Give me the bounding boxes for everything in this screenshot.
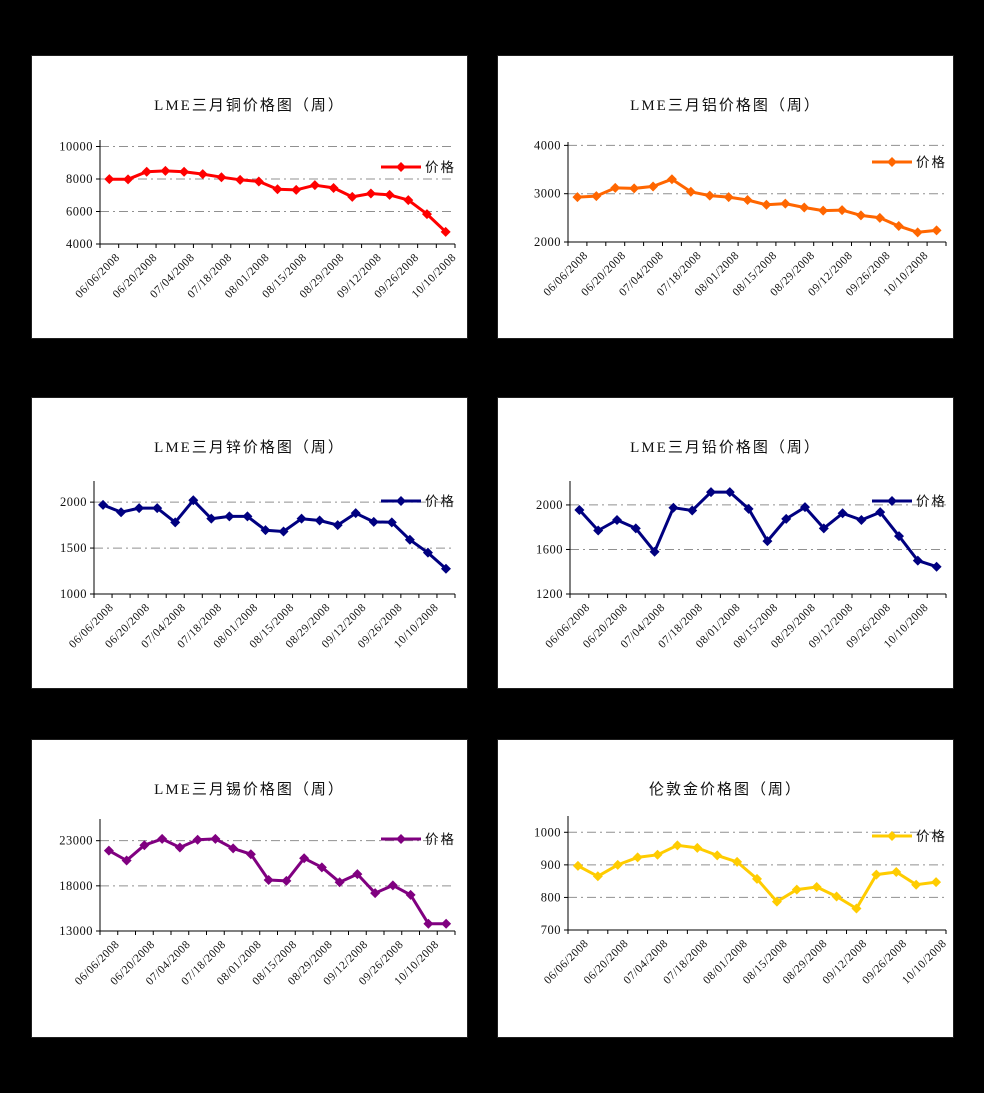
svg-text:10000: 10000 bbox=[59, 140, 93, 154]
copper-chart-canvas: 4000 6000 8000 10000 06/06/200806/20/200807/… bbox=[59, 140, 459, 301]
legend-marker-icon bbox=[887, 496, 897, 506]
legend-label: 价格 bbox=[425, 160, 456, 175]
svg-text:700: 700 bbox=[541, 923, 561, 937]
x-axis-ticks bbox=[567, 242, 947, 246]
chart-title-zinc: LME三月锌价格图（周） bbox=[154, 440, 345, 456]
y-axis-labels: 2000 3000 4000 bbox=[534, 138, 568, 249]
series-line bbox=[107, 169, 448, 234]
chart-title-lead: LME三月铅价格图（周） bbox=[630, 440, 821, 456]
legend: 价格 bbox=[381, 160, 456, 175]
legend-marker-icon bbox=[396, 834, 406, 844]
chart-panel-copper: LME三月铜价格图（周） 4000 6000 8000 10000 06/06/2008… bbox=[31, 55, 468, 339]
legend: 价格 bbox=[872, 155, 947, 170]
legend: 价格 bbox=[381, 494, 456, 509]
legend-label: 价格 bbox=[916, 155, 947, 170]
svg-text:2000: 2000 bbox=[534, 235, 561, 249]
gridlines bbox=[568, 831, 946, 898]
chart-panel-gold: 伦敦金价格图（周） 700 800 900 1000 06/06/2008 06/20/2… bbox=[497, 739, 954, 1038]
svg-text:900: 900 bbox=[541, 858, 561, 872]
legend-label: 价格 bbox=[425, 832, 456, 847]
axes bbox=[569, 481, 946, 595]
svg-text:18000: 18000 bbox=[59, 879, 93, 893]
x-axis-ticks bbox=[99, 931, 456, 935]
x-axis-ticks bbox=[93, 594, 456, 598]
svg-text:6000: 6000 bbox=[66, 205, 93, 219]
chart-panel-aluminum: LME三月铝价格图（周） 2000 3000 4000 06/06/2008 06/20… bbox=[497, 55, 954, 339]
svg-text:13000: 13000 bbox=[59, 924, 93, 938]
gridlines bbox=[100, 146, 455, 212]
legend-marker-icon bbox=[396, 496, 406, 506]
x-axis-labels: 06/06/200806/20/200807/04/200807/18/2008… bbox=[542, 938, 949, 987]
svg-text:1500: 1500 bbox=[60, 541, 87, 555]
svg-text:2000: 2000 bbox=[536, 498, 563, 512]
axes bbox=[567, 816, 946, 931]
series-markers bbox=[103, 833, 452, 929]
x-axis-labels: 06/06/200806/20/200807/04/200807/18/2008… bbox=[67, 602, 441, 651]
x-axis-ticks bbox=[99, 244, 456, 248]
axes bbox=[567, 142, 946, 243]
svg-text:4000: 4000 bbox=[534, 138, 561, 152]
chart-title-aluminum: LME三月铝价格图（周） bbox=[630, 98, 821, 114]
legend-marker-icon bbox=[887, 157, 897, 167]
chart-panel-tin: LME三月锡价格图（周） 13000 18000 23000 06/06/2008 06… bbox=[31, 739, 468, 1038]
x-axis-labels: 06/06/200806/20/200807/04/200807/18/2008… bbox=[73, 252, 458, 301]
legend-label: 价格 bbox=[425, 494, 456, 509]
chart-panel-lead: LME三月铅价格图（周） 1200 1600 2000 06/06/2008 06/20… bbox=[497, 397, 954, 689]
y-axis-labels: 13000 18000 23000 bbox=[59, 834, 100, 938]
gridlines bbox=[570, 504, 946, 550]
svg-text:1000: 1000 bbox=[534, 825, 561, 839]
x-axis-labels: 06/06/200806/20/200807/04/200807/18/2008… bbox=[543, 602, 930, 651]
svg-text:4000: 4000 bbox=[66, 237, 93, 251]
series-markers bbox=[98, 495, 451, 574]
chart-title-gold: 伦敦金价格图（周） bbox=[648, 782, 802, 798]
svg-text:3000: 3000 bbox=[534, 187, 561, 201]
series-markers bbox=[572, 174, 942, 238]
y-axis-labels: 700 800 900 1000 bbox=[534, 825, 568, 937]
chart-title-copper: LME三月铜价格图（周） bbox=[154, 98, 345, 114]
legend: 价格 bbox=[872, 494, 947, 509]
y-axis-labels: 4000 6000 8000 10000 bbox=[59, 140, 100, 251]
svg-text:1000: 1000 bbox=[60, 587, 87, 601]
svg-text:800: 800 bbox=[541, 890, 561, 904]
series-line bbox=[101, 498, 448, 571]
gridlines bbox=[94, 501, 455, 549]
zinc-chart-canvas: 1000 1500 2000 06/06/200806/20/200807/04/20… bbox=[60, 481, 456, 651]
legend-marker-icon bbox=[396, 162, 406, 172]
chart-title-tin: LME三月锡价格图（周） bbox=[154, 782, 345, 798]
svg-text:1200: 1200 bbox=[536, 587, 563, 601]
y-axis-labels: 1000 1500 2000 bbox=[60, 495, 94, 601]
series-markers bbox=[572, 840, 942, 914]
svg-text:2000: 2000 bbox=[60, 495, 87, 509]
axes bbox=[99, 140, 455, 245]
x-axis-ticks bbox=[567, 930, 947, 934]
y-axis-labels: 1200 1600 2000 bbox=[536, 498, 570, 601]
legend: 价格 bbox=[381, 832, 456, 847]
svg-text:8000: 8000 bbox=[66, 172, 93, 186]
x-axis-labels: 06/06/200806/20/200807/04/200807/18/2008… bbox=[73, 939, 442, 988]
series-markers bbox=[104, 165, 451, 237]
legend-label: 价格 bbox=[916, 494, 947, 509]
gold-chart-canvas: 700 800 900 1000 06/06/200806/20/200807/04/2… bbox=[534, 816, 949, 987]
chart-panel-zinc: LME三月锌价格图（周） 1000 1500 2000 06/06/2008 06/20… bbox=[31, 397, 468, 689]
svg-text:1600: 1600 bbox=[536, 542, 563, 556]
tin-chart-canvas: 13000 18000 23000 06/06/200806/20/200807/04… bbox=[59, 819, 456, 988]
legend: 价格 bbox=[872, 829, 947, 844]
gridlines bbox=[568, 144, 946, 195]
lead-chart-canvas: 1200 1600 2000 06/06/200806/20/200807/04/20… bbox=[536, 481, 947, 651]
series-line bbox=[107, 837, 448, 926]
legend-marker-icon bbox=[887, 831, 897, 841]
series-markers bbox=[574, 487, 942, 572]
x-axis-labels: 06/06/200806/20/200807/04/200807/18/2008… bbox=[542, 250, 931, 299]
legend-label: 价格 bbox=[916, 829, 947, 844]
svg-text:23000: 23000 bbox=[59, 834, 93, 848]
x-axis-ticks bbox=[569, 594, 947, 598]
aluminum-chart-canvas: 2000 3000 4000 06/06/200806/20/200807/04/20… bbox=[534, 138, 947, 299]
